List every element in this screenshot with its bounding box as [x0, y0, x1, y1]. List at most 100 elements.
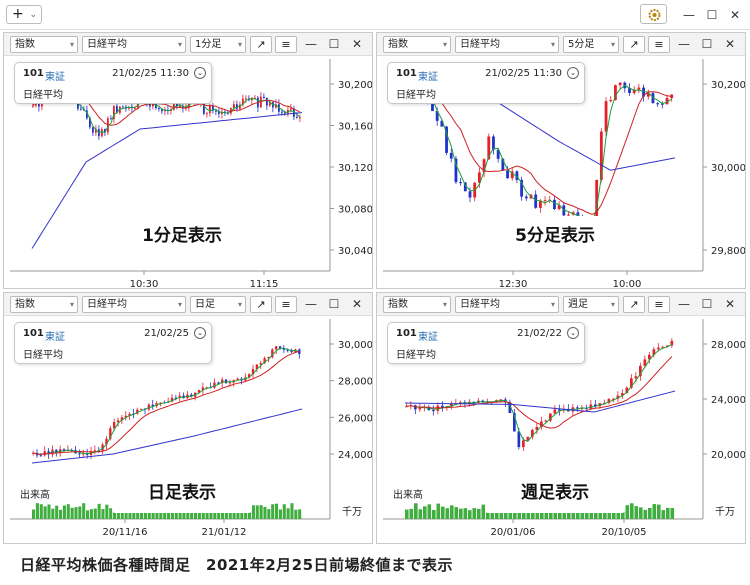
candle-body — [558, 409, 561, 411]
candle-body — [233, 104, 235, 109]
chevron-down-icon[interactable]: ⌄ — [194, 327, 206, 339]
window-close-button[interactable]: ✕ — [729, 8, 741, 22]
symbol-name: 日経平均 — [23, 90, 63, 101]
ma-short-line — [406, 344, 673, 443]
volume-bar — [271, 504, 275, 519]
candle-body — [632, 89, 636, 94]
period-select[interactable]: 週足 ▾ — [563, 296, 619, 313]
volume-bar — [236, 507, 240, 519]
expand-button[interactable]: ↗ — [623, 36, 645, 53]
candle-body — [567, 214, 570, 216]
type-select[interactable]: 指数 ▾ — [10, 296, 78, 313]
volume-bar — [78, 506, 82, 519]
type-select[interactable]: 指数 ▾ — [383, 296, 451, 313]
volume-bar — [147, 509, 151, 519]
chart-menu-button[interactable]: ≡ — [275, 36, 297, 53]
candle-body — [221, 111, 223, 115]
panel-maximize-button[interactable]: ☐ — [328, 297, 340, 311]
candle-body — [609, 100, 613, 102]
panel-toolbar: 指数 ▾ 日経平均 ▾ 日足 ▾ ↗ ≡ — ☐ ✕ — [4, 293, 372, 316]
chart-menu-button[interactable]: ≡ — [648, 296, 670, 313]
dropdown-arrow-icon: ▾ — [610, 40, 615, 49]
panel-close-button[interactable]: ✕ — [351, 37, 363, 51]
panel-minimize-button[interactable]: — — [305, 297, 317, 311]
volume-bar — [55, 505, 59, 519]
candle-body — [267, 357, 270, 359]
index-select[interactable]: 日経平均 ▾ — [82, 36, 186, 53]
period-select[interactable]: 5分足 ▾ — [563, 36, 619, 53]
volume-bar — [194, 508, 198, 519]
volume-bar — [282, 504, 286, 519]
panel-close-button[interactable]: ✕ — [724, 297, 736, 311]
candle-body — [652, 349, 656, 355]
candle-body — [101, 444, 104, 451]
settings-button[interactable] — [640, 4, 667, 24]
candle-body — [209, 105, 211, 114]
panel-maximize-button[interactable]: ☐ — [701, 37, 713, 51]
panel-close-button[interactable]: ✕ — [351, 297, 363, 311]
panel-minimize-button[interactable]: — — [678, 37, 690, 51]
volume-bar — [432, 509, 436, 519]
volume-bar — [445, 508, 450, 519]
expand-button[interactable]: ↗ — [250, 296, 272, 313]
chevron-down-icon: ⌄ — [29, 10, 37, 20]
panel-minimize-button[interactable]: — — [305, 37, 317, 51]
volume-bar — [232, 509, 236, 519]
candle-body — [621, 393, 624, 396]
window-maximize-button[interactable]: ☐ — [706, 8, 718, 22]
candle-body — [296, 116, 298, 118]
chevron-down-icon[interactable]: ⌄ — [567, 67, 579, 79]
candle-body — [105, 438, 108, 445]
volume-bar — [540, 507, 544, 519]
exchange-label: 東証 — [45, 332, 65, 343]
type-select[interactable]: 指数 ▾ — [383, 36, 451, 53]
panel-maximize-button[interactable]: ☐ — [701, 297, 713, 311]
period-select[interactable]: 1分足 ▾ — [190, 36, 246, 53]
chevron-down-icon[interactable]: ⌄ — [194, 67, 206, 79]
candle-body — [468, 191, 472, 198]
candle-body — [149, 103, 151, 107]
index-select[interactable]: 日経平均 ▾ — [455, 36, 559, 53]
candle-body — [107, 118, 109, 133]
candle-body — [190, 394, 193, 397]
volume-bar — [70, 507, 74, 519]
chevron-down-icon[interactable]: ⌄ — [567, 327, 579, 339]
candle-body — [544, 420, 548, 422]
panel-close-button[interactable]: ✕ — [724, 37, 736, 51]
period-select[interactable]: 日足 ▾ — [190, 296, 246, 313]
panel-maximize-button[interactable]: ☐ — [328, 37, 340, 51]
type-select[interactable]: 指数 ▾ — [10, 36, 78, 53]
chart-menu-button[interactable]: ≡ — [648, 36, 670, 53]
exchange-label: 東証 — [418, 72, 438, 83]
candle-body — [80, 108, 82, 110]
y-tick-label: 30,200 — [711, 80, 745, 91]
volume-bar — [62, 505, 66, 519]
index-select[interactable]: 日経平均 ▾ — [455, 296, 559, 313]
y-tick-label: 20,000 — [711, 450, 745, 461]
x-tick-label: 10:30 — [130, 279, 159, 288]
candle-body — [618, 82, 622, 86]
candle-body — [496, 149, 500, 159]
expand-button[interactable]: ↗ — [250, 36, 272, 53]
candle-body — [134, 107, 136, 109]
candle-body — [113, 106, 115, 120]
panel-minimize-button[interactable]: — — [678, 297, 690, 311]
candle-body — [481, 400, 485, 403]
add-chart-button[interactable]: + ⌄ — [6, 5, 42, 24]
candle-body — [517, 431, 521, 448]
candle-body — [543, 200, 547, 202]
volume-bar — [298, 509, 302, 519]
index-select[interactable]: 日経平均 ▾ — [82, 296, 186, 313]
chart-menu-button[interactable]: ≡ — [275, 296, 297, 313]
volume-bar — [621, 507, 625, 519]
volume-bar — [625, 505, 630, 519]
window-minimize-button[interactable]: — — [683, 8, 695, 22]
candle-body — [580, 407, 584, 409]
candle-body — [278, 346, 282, 349]
expand-button[interactable]: ↗ — [623, 296, 645, 313]
menu-icon: ≡ — [654, 38, 664, 51]
candle-body — [454, 158, 458, 183]
candle-body — [418, 407, 422, 410]
price-chart[interactable]: 30,200 30,000 29,800 12:30 10:00 — [377, 33, 745, 288]
symbol-name: 日経平均 — [396, 350, 436, 361]
